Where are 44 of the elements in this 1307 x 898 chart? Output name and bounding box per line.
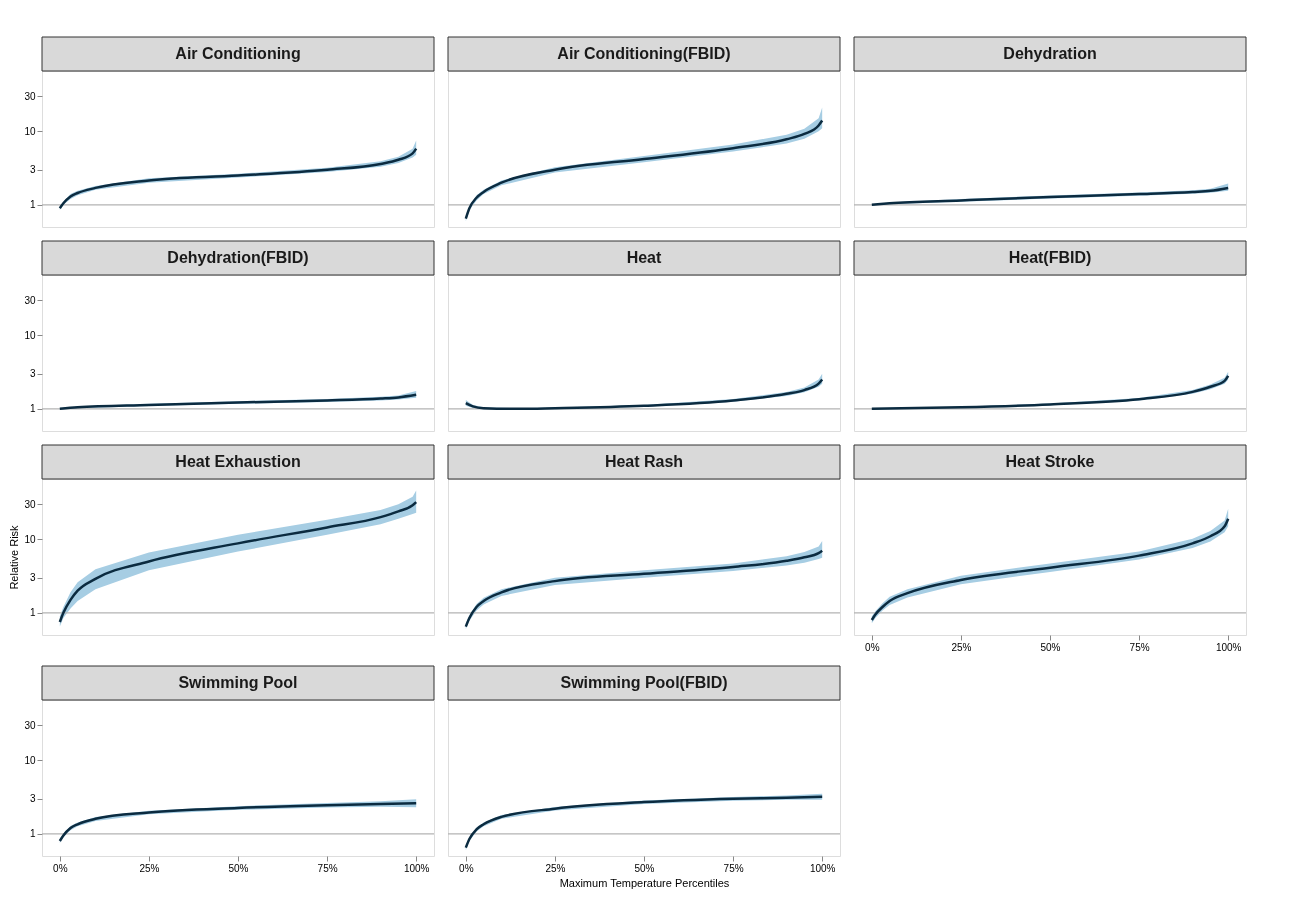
chart-title: Air Conditioning(FBID) bbox=[557, 45, 731, 62]
x-tick-label: 100% bbox=[403, 862, 430, 874]
y-tick-label: 3 bbox=[29, 164, 36, 176]
x-tick-label: 25% bbox=[139, 862, 160, 874]
chart-title: Air Conditioning bbox=[175, 45, 301, 62]
x-tick-label: 0% bbox=[459, 862, 474, 874]
chart-title: Heat(FBID) bbox=[1008, 249, 1092, 266]
y-tick-label: 10 bbox=[24, 329, 36, 341]
x-tick-label: 25% bbox=[545, 862, 566, 874]
y-tick-label: 30 bbox=[24, 498, 36, 510]
x-tick-label: 50% bbox=[228, 862, 249, 874]
y-tick-label: 10 bbox=[24, 533, 36, 545]
x-tick-label: 25% bbox=[951, 641, 972, 653]
chart-title: Dehydration bbox=[1003, 45, 1097, 62]
y-tick-label: 1 bbox=[29, 607, 36, 619]
x-tick-label: 75% bbox=[1129, 641, 1150, 653]
chart-title: Heat Rash bbox=[604, 453, 684, 470]
y-tick-label: 3 bbox=[29, 793, 36, 805]
y-tick-label: 10 bbox=[24, 754, 36, 766]
chart-title: Swimming Pool(FBID) bbox=[560, 674, 728, 691]
chart-title: Heat Stroke bbox=[1005, 453, 1095, 470]
y-tick-label: 1 bbox=[29, 199, 36, 211]
x-tick-label: 75% bbox=[723, 862, 744, 874]
x-tick-label: 0% bbox=[865, 641, 880, 653]
x-tick-label: 100% bbox=[809, 862, 836, 874]
x-axis-title: Maximum Temperature Percentiles bbox=[559, 876, 730, 889]
chart-title: Heat Exhaustion bbox=[175, 453, 301, 470]
y-axis-title: Relative Risk bbox=[8, 524, 21, 590]
y-tick-label: 1 bbox=[29, 828, 36, 840]
chart-title: Dehydration(FBID) bbox=[167, 249, 309, 266]
y-tick-label: 10 bbox=[24, 125, 36, 137]
y-tick-label: 1 bbox=[29, 403, 36, 415]
chart-title: Heat bbox=[626, 249, 663, 266]
x-tick-label: 50% bbox=[1040, 641, 1061, 653]
y-tick-label: 30 bbox=[24, 90, 36, 102]
x-tick-label: 100% bbox=[1215, 641, 1242, 653]
y-tick-label: 3 bbox=[29, 572, 36, 584]
x-tick-label: 75% bbox=[317, 862, 338, 874]
x-tick-label: 50% bbox=[634, 862, 655, 874]
x-tick-label: 0% bbox=[53, 862, 68, 874]
y-tick-label: 3 bbox=[29, 368, 36, 380]
y-tick-label: 30 bbox=[24, 294, 36, 306]
y-tick-label: 30 bbox=[24, 719, 36, 731]
chart-title: Swimming Pool bbox=[178, 674, 298, 691]
